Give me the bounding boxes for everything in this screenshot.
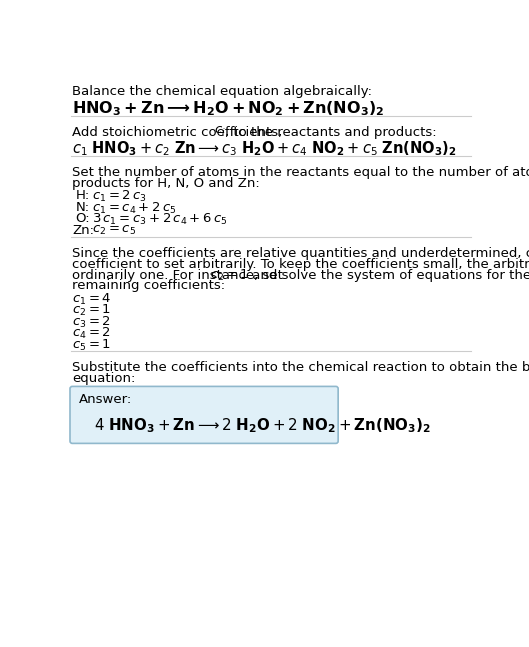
Text: Add stoichiometric coefficients,: Add stoichiometric coefficients, [72, 126, 287, 139]
Text: Answer:: Answer: [78, 393, 132, 406]
Text: Zn:: Zn: [72, 224, 94, 237]
Text: Substitute the coefficients into the chemical reaction to obtain the balanced: Substitute the coefficients into the che… [72, 361, 529, 374]
Text: $c_1 = 2\,c_3$: $c_1 = 2\,c_3$ [93, 190, 147, 204]
Text: $c_1 = 4$: $c_1 = 4$ [72, 292, 112, 307]
Text: ordinarily one. For instance, set: ordinarily one. For instance, set [72, 269, 287, 281]
Text: $c_1\ \mathbf{HNO_3} + c_2\ \mathbf{Zn} \longrightarrow c_3\ \mathbf{H_2O} + c_4: $c_1\ \mathbf{HNO_3} + c_2\ \mathbf{Zn} … [72, 139, 457, 158]
Text: equation:: equation: [72, 372, 136, 385]
Text: O:: O: [76, 212, 90, 225]
Text: N:: N: [76, 201, 89, 214]
FancyBboxPatch shape [70, 386, 338, 443]
Text: H:: H: [76, 190, 90, 203]
Text: $c_i$: $c_i$ [214, 126, 226, 138]
Text: $c_2 = c_5$: $c_2 = c_5$ [93, 224, 136, 237]
Text: $c_1 = c_4 + 2\,c_5$: $c_1 = c_4 + 2\,c_5$ [93, 201, 177, 216]
Text: $\mathbf{HNO_3 + Zn \longrightarrow H_2O + NO_2 + Zn(NO_3)_2}$: $\mathbf{HNO_3 + Zn \longrightarrow H_2O… [72, 99, 385, 118]
Text: and solve the system of equations for the: and solve the system of equations for th… [248, 269, 529, 281]
Text: $3\,c_1 = c_3 + 2\,c_4 + 6\,c_5$: $3\,c_1 = c_3 + 2\,c_4 + 6\,c_5$ [93, 212, 228, 228]
Text: coefficient to set arbitrarily. To keep the coefficients small, the arbitrary va: coefficient to set arbitrarily. To keep … [72, 258, 529, 271]
Text: Set the number of atoms in the reactants equal to the number of atoms in the: Set the number of atoms in the reactants… [72, 166, 529, 179]
Text: remaining coefficients:: remaining coefficients: [72, 280, 225, 292]
Text: Balance the chemical equation algebraically:: Balance the chemical equation algebraica… [72, 85, 372, 98]
Text: Since the coefficients are relative quantities and underdetermined, choose a: Since the coefficients are relative quan… [72, 247, 529, 260]
Text: $4\ \mathbf{HNO_3} + \mathbf{Zn} \longrightarrow 2\ \mathbf{H_2O} + 2\ \mathbf{N: $4\ \mathbf{HNO_3} + \mathbf{Zn} \longri… [94, 417, 431, 435]
Text: products for H, N, O and Zn:: products for H, N, O and Zn: [72, 177, 260, 190]
Text: $c_4 = 2$: $c_4 = 2$ [72, 326, 111, 342]
Text: $c_2 = 1$: $c_2 = 1$ [211, 268, 250, 283]
Text: $c_5 = 1$: $c_5 = 1$ [72, 338, 112, 353]
Text: , to the reactants and products:: , to the reactants and products: [225, 126, 437, 139]
Text: $c_2 = 1$: $c_2 = 1$ [72, 303, 112, 318]
Text: $c_3 = 2$: $c_3 = 2$ [72, 315, 111, 330]
